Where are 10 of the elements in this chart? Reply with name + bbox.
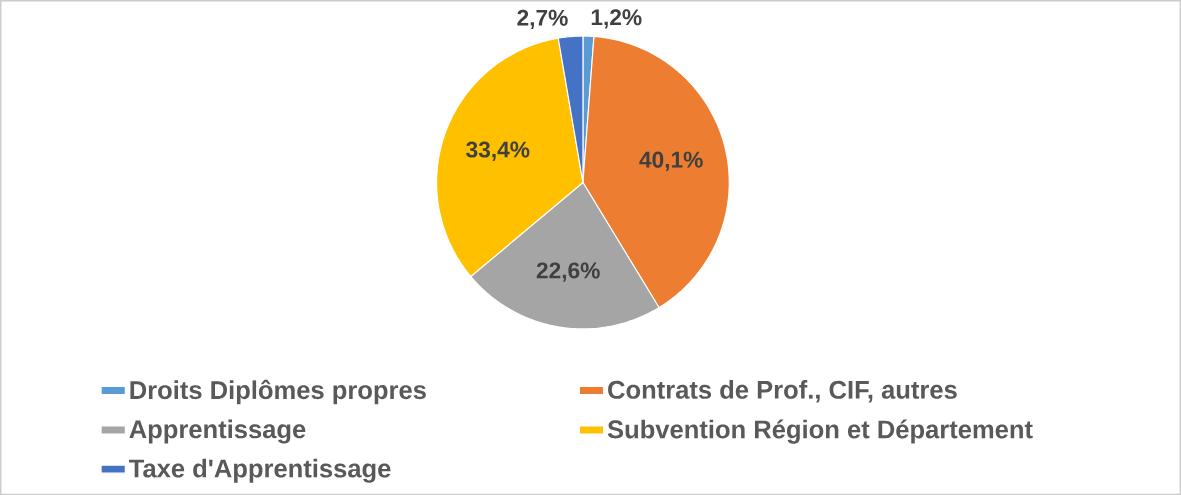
legend-label: Contrats de Prof., CIF, autres bbox=[608, 379, 957, 403]
data-label: 33,4% bbox=[466, 141, 530, 161]
data-label: 1,2% bbox=[591, 9, 642, 29]
data-label: 2,7% bbox=[517, 9, 568, 29]
legend-label: Subvention Région et Département bbox=[607, 419, 1033, 444]
data-label: 22,6% bbox=[536, 262, 600, 282]
legend-label: Taxe d'Apprentissage bbox=[129, 458, 391, 483]
legend-label: Droits Diplômes propres bbox=[130, 379, 426, 405]
legend-label: Apprentissage bbox=[129, 419, 306, 444]
data-label: 40,1% bbox=[639, 151, 703, 171]
